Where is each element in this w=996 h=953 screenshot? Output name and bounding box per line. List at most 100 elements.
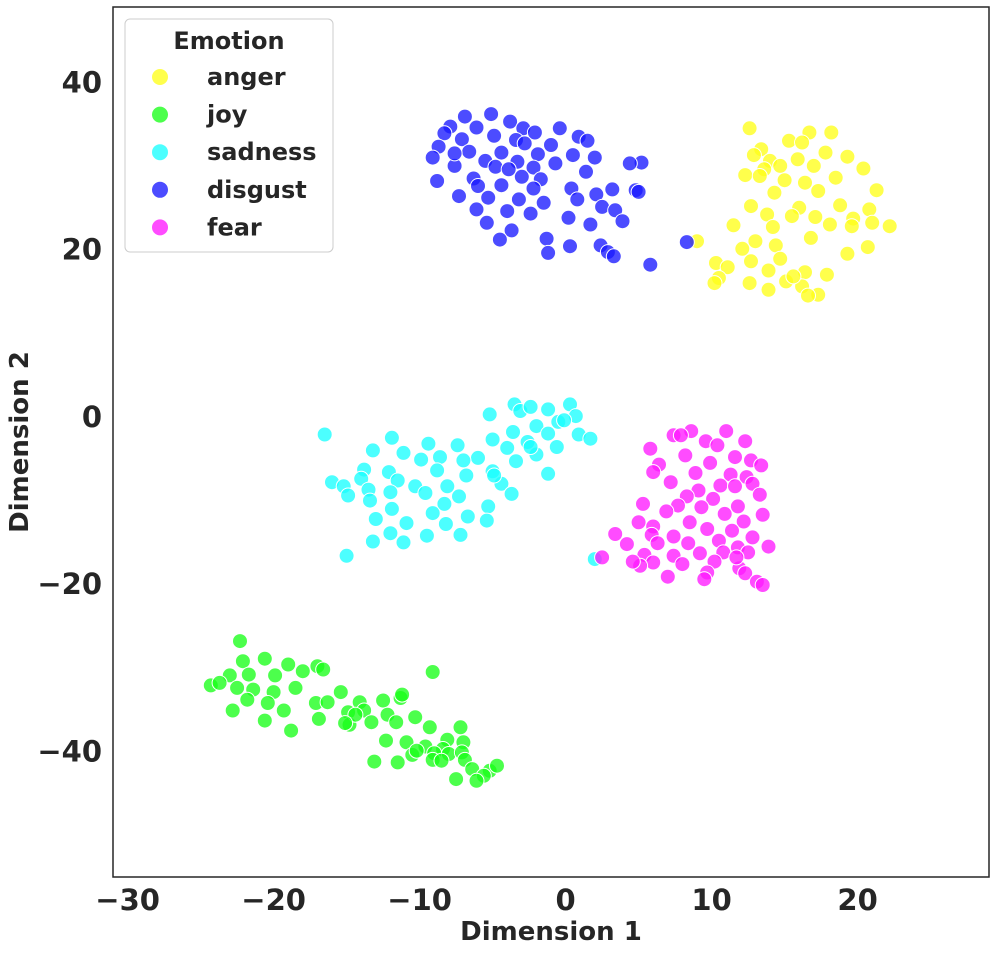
point-disgust-18 xyxy=(529,146,546,163)
point-disgust-63 xyxy=(605,248,622,265)
point-joy-57 xyxy=(448,771,465,788)
point-anger-6 xyxy=(817,144,834,161)
legend-marker-disgust xyxy=(152,181,168,198)
point-fear-18 xyxy=(712,477,729,494)
point-joy-51 xyxy=(366,753,383,770)
point-fear-6 xyxy=(642,440,659,457)
point-anger-3 xyxy=(781,132,797,149)
point-disgust-54 xyxy=(582,216,599,233)
point-fear-28 xyxy=(729,498,746,515)
point-sadness-2 xyxy=(522,398,539,415)
legend-label-fear: fear xyxy=(207,213,262,241)
point-disgust-65 xyxy=(678,234,695,251)
point-sadness-6 xyxy=(481,406,498,423)
y-tick-label: −40 xyxy=(37,735,102,769)
point-disgust-21 xyxy=(424,149,441,166)
point-sadness-14 xyxy=(383,429,400,446)
point-joy-34 xyxy=(388,714,405,731)
point-fear-53 xyxy=(594,549,611,566)
point-anger-2 xyxy=(823,124,840,141)
point-fear-24 xyxy=(751,486,768,503)
point-sadness-54 xyxy=(398,515,415,532)
point-disgust-30 xyxy=(621,155,638,172)
legend-marker-anger xyxy=(152,69,168,85)
point-fear-5 xyxy=(737,433,754,450)
point-anger-41 xyxy=(767,237,784,254)
points-layer xyxy=(202,106,898,789)
point-fear-40 xyxy=(665,528,682,545)
point-joy-30 xyxy=(256,712,273,729)
point-joy-16 xyxy=(332,684,349,701)
point-disgust-19 xyxy=(564,147,581,164)
legend-label-anger: anger xyxy=(207,63,286,91)
point-disgust-4 xyxy=(468,119,485,136)
point-disgust-48 xyxy=(499,203,516,220)
point-joy-37 xyxy=(452,719,469,736)
point-anger-18 xyxy=(797,174,813,191)
point-fear-43 xyxy=(618,536,635,553)
point-sadness-67 xyxy=(522,439,539,455)
x-axis-label: Dimension 1 xyxy=(460,917,642,947)
point-disgust-6 xyxy=(551,120,568,137)
point-sadness-22 xyxy=(395,444,412,461)
point-sadness-61 xyxy=(395,534,412,551)
point-joy-58 xyxy=(468,772,485,789)
point-anger-12 xyxy=(805,157,822,174)
point-fear-60 xyxy=(737,565,754,582)
point-sadness-45 xyxy=(451,488,467,505)
point-anger-22 xyxy=(868,182,885,199)
legend-title: Emotion xyxy=(173,27,284,55)
point-sadness-31 xyxy=(429,462,446,479)
point-sadness-21 xyxy=(364,442,381,459)
point-joy-24 xyxy=(224,702,241,719)
legend-items: anger joy sadness disgust fear xyxy=(152,63,317,241)
point-joy-12 xyxy=(229,679,246,696)
point-disgust-52 xyxy=(478,214,495,231)
point-joy-20 xyxy=(319,694,336,711)
point-joy-22 xyxy=(375,692,392,709)
point-joy-1 xyxy=(256,650,273,667)
point-disgust-20 xyxy=(586,149,603,166)
legend: Emotion anger joy sadness disgust fear xyxy=(124,18,334,253)
point-disgust-13 xyxy=(543,137,559,153)
point-sadness-24 xyxy=(470,449,486,466)
point-joy-36 xyxy=(421,719,438,736)
point-fear-38 xyxy=(607,526,624,542)
point-sadness-48 xyxy=(436,495,453,512)
point-anger-40 xyxy=(734,240,751,257)
point-anger-15 xyxy=(737,167,754,184)
point-disgust-43 xyxy=(480,189,497,206)
point-anger-29 xyxy=(807,209,824,225)
point-fear-47 xyxy=(760,538,777,555)
point-anger-43 xyxy=(859,239,876,256)
point-disgust-7 xyxy=(436,125,453,142)
point-anger-23 xyxy=(743,198,759,215)
point-anger-31 xyxy=(864,214,881,231)
point-sadness-17 xyxy=(449,437,466,454)
y-axis-ticks: 40 20 0 −20 −40 xyxy=(37,65,102,768)
point-fear-30 xyxy=(716,505,733,522)
point-disgust-9 xyxy=(526,124,543,141)
legend-box xyxy=(124,18,334,253)
x-tick-label: −10 xyxy=(387,883,452,917)
point-disgust-44 xyxy=(510,191,527,208)
point-anger-33 xyxy=(764,219,781,235)
point-anger-57 xyxy=(706,275,723,292)
point-joy-2 xyxy=(234,653,251,670)
point-anger-10 xyxy=(839,148,856,165)
point-disgust-8 xyxy=(486,127,503,144)
point-disgust-24 xyxy=(547,155,564,172)
point-anger-46 xyxy=(772,250,789,267)
point-disgust-50 xyxy=(594,198,611,215)
point-disgust-66 xyxy=(446,145,463,162)
point-fear-50 xyxy=(691,545,708,562)
point-joy-15 xyxy=(287,679,304,696)
point-fear-29 xyxy=(658,503,675,520)
legend-marker-joy xyxy=(152,106,168,123)
point-sadness-42 xyxy=(340,487,357,504)
point-fear-36 xyxy=(699,521,716,537)
point-disgust-47 xyxy=(468,201,485,218)
point-joy-63 xyxy=(337,715,354,732)
point-anger-28 xyxy=(783,208,800,225)
point-anger-36 xyxy=(881,218,898,235)
